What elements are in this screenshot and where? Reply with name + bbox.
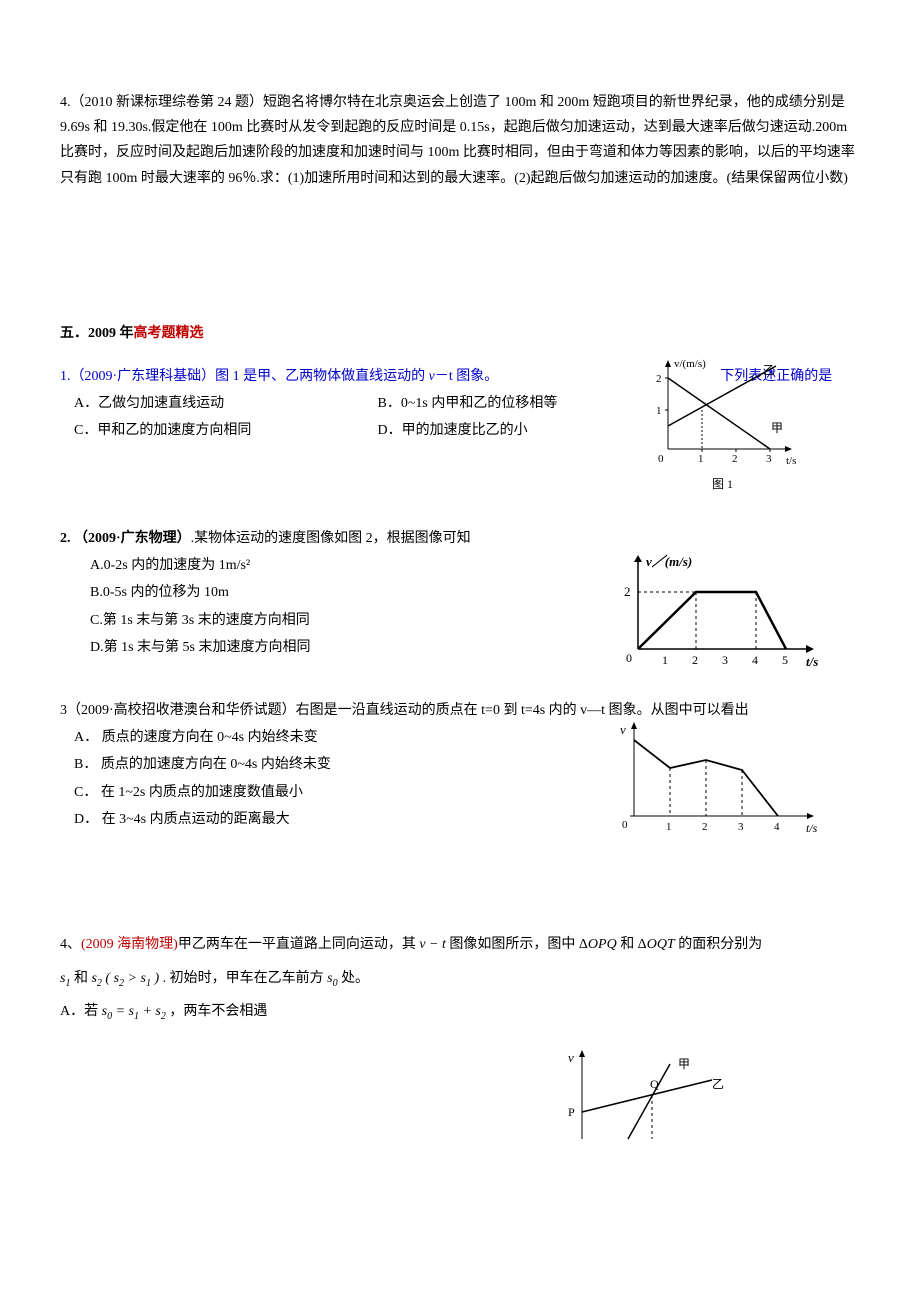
q3-svg: v t/s 0 1 2 3 4 [610, 720, 820, 840]
q4-optA: A．若 s0 = s1 + s2 ，两车不会相遇 [60, 995, 860, 1029]
svg-text:5: 5 [782, 653, 788, 667]
svg-text:1: 1 [662, 653, 668, 667]
q1-xlabel-icon: t/s [786, 455, 796, 467]
q4-vt: v − t [419, 937, 446, 952]
svg-text:1: 1 [698, 453, 704, 465]
q4-opq: OPQ [588, 937, 617, 952]
q1-optC: C．甲和乙的加速度方向相同 [74, 418, 374, 443]
svg-text:Q: Q [650, 1077, 659, 1091]
q4-stem-b: 甲乙两车在一平直道路上同向运动，其 [178, 937, 420, 952]
q2-stem: 2. （2009·广东物理）.某物体运动的速度图像如图 2，根据图像可知 [60, 526, 860, 551]
svg-text:P: P [568, 1105, 575, 1119]
svg-text:2: 2 [656, 373, 662, 385]
q4-stem-e: 的面积分别为 [675, 937, 763, 952]
svg-text:1: 1 [656, 405, 662, 417]
q4-stem-red: (2009 海南物理) [81, 937, 178, 952]
section-5-red: 高考题精选 [134, 326, 204, 341]
q4-2010-text: 4.（2010 新课标理综卷第 24 题）短跑名将博尔特在北京奥运会上创造了 1… [60, 95, 855, 186]
svg-text:0: 0 [622, 819, 628, 831]
q4-stem-d: 和 Δ [617, 937, 647, 952]
q4-stem-a: 4、 [60, 937, 81, 952]
svg-text:1: 1 [666, 821, 672, 833]
q1-stem-a: 1.（2009·广东理科基础）图 1 是甲、乙两物体做直线运动的 [60, 369, 429, 384]
q3-ylabel-icon: v [620, 722, 626, 737]
q4-stem-c: 图像如图所示，图中 Δ [446, 937, 588, 952]
q4-s0: s0 [327, 971, 337, 986]
svg-text:乙: 乙 [712, 1077, 724, 1091]
q4-stem-g: . 初始时，甲车在乙车前方 [163, 971, 328, 986]
q4-ylabel-icon: v [568, 1050, 574, 1065]
q4-stem-h: 处。 [341, 971, 369, 986]
q1-optA: A．乙做匀加速直线运动 [74, 391, 374, 416]
q4-block: 4、(2009 海南物理)甲乙两车在一平直道路上同向运动，其 v − t 图像如… [60, 928, 860, 1029]
q4-2010: 4.（2010 新课标理综卷第 24 题）短跑名将博尔特在北京奥运会上创造了 1… [60, 90, 860, 191]
q1-caption: 图 1 [712, 477, 733, 491]
q3-figure: v t/s 0 1 2 3 4 [610, 720, 820, 840]
svg-text:3: 3 [766, 453, 772, 465]
svg-text:甲: 甲 [678, 1057, 690, 1071]
q2-xlabel-icon: t/s [806, 654, 818, 669]
q1-optD: D．甲的加速度比乙的小 [378, 423, 528, 438]
svg-text:4: 4 [752, 653, 758, 667]
svg-text:2: 2 [624, 584, 631, 599]
q4-figure: v P Q 甲 乙 [560, 1048, 740, 1148]
q4-s2: s2 ( s2 > s1 ) [91, 971, 159, 986]
q1-ylabel-icon: v/(m/s) [674, 358, 706, 370]
q4-s1: s1 [60, 971, 70, 986]
q2-block: 2. （2009·广东物理）.某物体运动的速度图像如图 2，根据图像可知 A.0… [60, 526, 860, 676]
svg-text:乙: 乙 [763, 363, 775, 377]
q4-optA-b: ，两车不会相遇 [169, 1004, 267, 1019]
svg-text:3: 3 [722, 653, 728, 667]
svg-text:甲: 甲 [771, 421, 783, 435]
q2-stem-a: 2. （2009·广东物理） [60, 531, 191, 546]
svg-text:4: 4 [774, 821, 780, 833]
svg-text:2: 2 [732, 453, 738, 465]
svg-text:2: 2 [702, 821, 708, 833]
q1-stem-b: －t 图象。 [435, 369, 498, 384]
section-5-prefix: 五．2009 年 [60, 326, 134, 341]
q2-svg: v／(m/s) t/s 2 0 1 2 3 4 5 [610, 554, 820, 674]
q1-figure: v/(m/s) t/s 1 2 1 2 3 0 [640, 352, 810, 492]
q4-optA-a: A．若 [60, 1004, 102, 1019]
svg-text:2: 2 [692, 653, 698, 667]
q4-svg: v P Q 甲 乙 [560, 1048, 740, 1148]
q2-ylabel-icon: v／(m/s) [646, 554, 692, 569]
svg-text:3: 3 [738, 821, 744, 833]
q3-block: 3（2009·高校招收港澳台和华侨试题）右图是一沿直线运动的质点在 t=0 到 … [60, 698, 860, 858]
svg-text:0: 0 [626, 651, 632, 665]
q1-svg: v/(m/s) t/s 1 2 1 2 3 0 [640, 352, 810, 492]
q4-stem2: s1 和 s2 ( s2 > s1 ) . 初始时，甲车在乙车前方 s0 处。 [60, 962, 860, 996]
section-5-title: 五．2009 年高考题精选 [60, 321, 860, 346]
q1-block: 1.（2009·广东理科基础）图 1 是甲、乙两物体做直线运动的 v－t 图象。… [60, 364, 860, 504]
q4-eq: s0 = s1 + s2 [102, 1004, 166, 1019]
q4-stem: 4、(2009 海南物理)甲乙两车在一平直道路上同向运动，其 v − t 图像如… [60, 928, 860, 962]
q3-xlabel-icon: t/s [806, 821, 818, 835]
svg-text:0: 0 [658, 453, 664, 465]
q2-stem-b: .某物体运动的速度图像如图 2，根据图像可知 [191, 531, 471, 546]
q4-oqt: OQT [647, 937, 675, 952]
q4-stem-f: 和 [74, 971, 92, 986]
q2-figure: v／(m/s) t/s 2 0 1 2 3 4 5 [610, 554, 820, 674]
q1-optB: B．0~1s 内甲和乙的位移相等 [378, 396, 558, 411]
